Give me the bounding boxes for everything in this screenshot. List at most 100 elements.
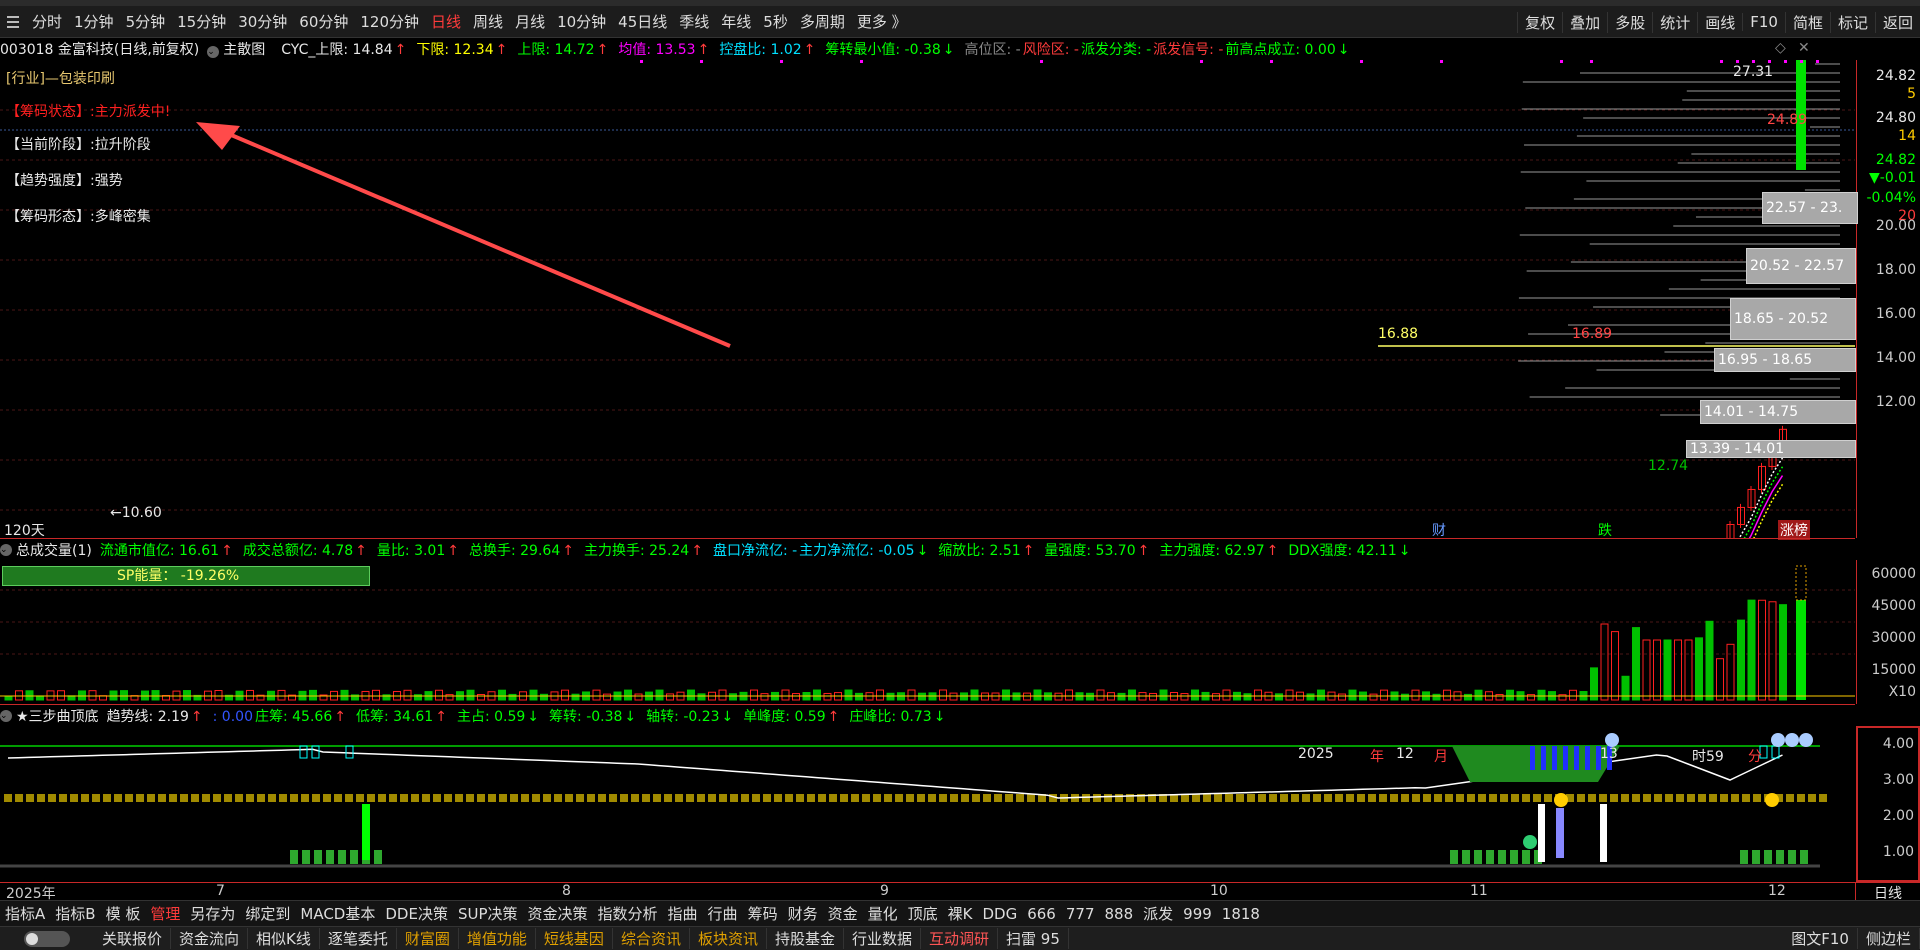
- indicator-tab[interactable]: DDG: [982, 904, 1018, 923]
- period-tab[interactable]: 45日线: [618, 13, 668, 31]
- indicator-tab[interactable]: 顶底: [907, 905, 938, 923]
- indicator-tab[interactable]: 指标A: [5, 905, 46, 923]
- period-tab[interactable]: 30分钟: [238, 13, 288, 31]
- volume-bar: [907, 689, 916, 701]
- indicator-tab[interactable]: 888: [1104, 904, 1134, 923]
- period-tab[interactable]: 日线: [431, 13, 462, 31]
- event-marker-limit-up[interactable]: 涨榜: [1778, 520, 1810, 540]
- indicator-tab[interactable]: 行曲: [707, 905, 738, 923]
- indicator-value: 高位区: -: [964, 42, 1021, 58]
- event-marker-drop[interactable]: 跌: [1598, 523, 1612, 539]
- indicator-tab[interactable]: DDE决策: [385, 905, 448, 923]
- indicator-tab[interactable]: 派发: [1143, 905, 1174, 923]
- period-tab[interactable]: 1分钟: [74, 13, 114, 31]
- period-tab[interactable]: 10分钟: [557, 13, 607, 31]
- level-dot: [1115, 794, 1123, 802]
- indicator-tab[interactable]: 绑定到: [245, 905, 291, 923]
- chevron-down-icon[interactable]: ⌄: [0, 543, 12, 556]
- status-link[interactable]: 增值功能: [459, 928, 536, 949]
- indicator-value: ↑: [697, 42, 710, 58]
- tool-button[interactable]: 简框: [1784, 11, 1830, 33]
- indicator-tab[interactable]: 指曲: [667, 905, 698, 923]
- level-dot: [1797, 794, 1805, 802]
- status-link[interactable]: 扫雷 95: [998, 928, 1069, 949]
- status-link[interactable]: 相似K线: [248, 928, 320, 949]
- period-tab[interactable]: 多周期: [799, 13, 845, 31]
- menu-icon[interactable]: [0, 6, 26, 38]
- tool-button[interactable]: 统计: [1652, 11, 1697, 33]
- volume-bar: [634, 693, 643, 701]
- tool-button[interactable]: 叠加: [1562, 11, 1607, 33]
- indicator-tab[interactable]: 量化: [867, 905, 898, 923]
- period-tab[interactable]: 分时: [32, 13, 63, 31]
- level-dot: [1093, 794, 1101, 802]
- level-dot: [917, 794, 925, 802]
- level-dot: [653, 794, 661, 802]
- level-dot: [895, 794, 903, 802]
- status-link[interactable]: 持股基金: [767, 928, 844, 949]
- chevron-down-icon[interactable]: ⌄: [0, 709, 12, 722]
- period-tab[interactable]: 5秒: [763, 13, 788, 31]
- tool-button[interactable]: 画线: [1697, 11, 1742, 33]
- period-tab[interactable]: 60分钟: [299, 13, 349, 31]
- indicator-tab[interactable]: SUP决策: [457, 905, 518, 923]
- period-tab[interactable]: 季线: [679, 13, 710, 31]
- indicator-tab[interactable]: 777: [1065, 904, 1095, 923]
- level-dot: [1357, 794, 1365, 802]
- status-link[interactable]: 综合资讯: [613, 928, 690, 949]
- indicator-tab[interactable]: 裸K: [947, 905, 973, 923]
- indicator-tab[interactable]: 模 板: [105, 905, 141, 923]
- status-right-button[interactable]: 图文F10: [1783, 928, 1858, 949]
- volume-bar: [1149, 692, 1157, 701]
- diamond-icon[interactable]: ◇: [1775, 40, 1786, 56]
- tool-button[interactable]: F10: [1742, 13, 1785, 31]
- signal-bar: [1462, 850, 1470, 864]
- status-link[interactable]: 逐笔委托: [320, 928, 397, 949]
- period-tab[interactable]: 周线: [473, 13, 504, 31]
- indicator-tab[interactable]: 指标B: [55, 905, 96, 923]
- tool-button[interactable]: 返回: [1874, 11, 1920, 33]
- period-tab[interactable]: 120分钟: [360, 13, 420, 31]
- indicator-tab[interactable]: 指数分析: [597, 905, 658, 923]
- status-link[interactable]: 财富圈: [397, 928, 459, 949]
- status-right-button[interactable]: 侧边栏: [1858, 928, 1920, 949]
- indicator-tab[interactable]: MACD基本: [300, 905, 376, 923]
- indicator-tab[interactable]: 另存为: [190, 905, 236, 923]
- toggle-switch[interactable]: [24, 930, 70, 947]
- indicator-tab[interactable]: 666: [1027, 904, 1056, 923]
- status-link[interactable]: 关联报价: [94, 928, 172, 949]
- level-dot: [1159, 794, 1167, 802]
- period-indicator[interactable]: 日线: [1855, 882, 1920, 902]
- event-marker-finance[interactable]: 财: [1432, 523, 1446, 539]
- status-link[interactable]: 短线基因: [536, 928, 613, 949]
- status-link[interactable]: 行业数据: [844, 928, 921, 949]
- volume-bar: [729, 693, 737, 701]
- indicator-tab[interactable]: 财务: [787, 905, 818, 923]
- trend-label: 【趋势强度】:强势: [6, 173, 123, 189]
- status-link[interactable]: 互动调研: [921, 928, 999, 949]
- status-link[interactable]: 板块资讯: [690, 928, 767, 949]
- period-tab[interactable]: 年线: [721, 13, 752, 31]
- status-link[interactable]: 资金流向: [171, 928, 249, 949]
- level-dot: [565, 794, 573, 802]
- tool-button[interactable]: 复权: [1517, 11, 1562, 33]
- tool-button[interactable]: 标记: [1829, 11, 1875, 33]
- price-tick: ▼-0.01: [1869, 170, 1916, 186]
- period-tab[interactable]: 5分钟: [125, 13, 166, 31]
- indicator-tab[interactable]: 筹码: [747, 905, 778, 923]
- signal-bar: [1788, 850, 1796, 864]
- chart-type-toggle[interactable]: ⌄ 主散图: [207, 39, 281, 59]
- indicator-tab[interactable]: 资金决策: [527, 905, 588, 923]
- period-tab[interactable]: 更多 》: [856, 13, 907, 31]
- volume-bar: [1411, 689, 1420, 701]
- period-tab[interactable]: 月线: [515, 13, 546, 31]
- indicator-tab[interactable]: 999: [1183, 904, 1212, 923]
- period-tab[interactable]: 15分钟: [177, 13, 227, 31]
- indicator-tab[interactable]: 1818: [1221, 904, 1260, 923]
- level-dot: [1313, 794, 1321, 802]
- level-dot: [1049, 794, 1057, 802]
- close-icon[interactable]: ✕: [1798, 40, 1810, 56]
- indicator-tab[interactable]: 资金: [827, 905, 858, 923]
- indicator-tab[interactable]: 管理: [150, 905, 181, 923]
- tool-button[interactable]: 多股: [1607, 11, 1652, 33]
